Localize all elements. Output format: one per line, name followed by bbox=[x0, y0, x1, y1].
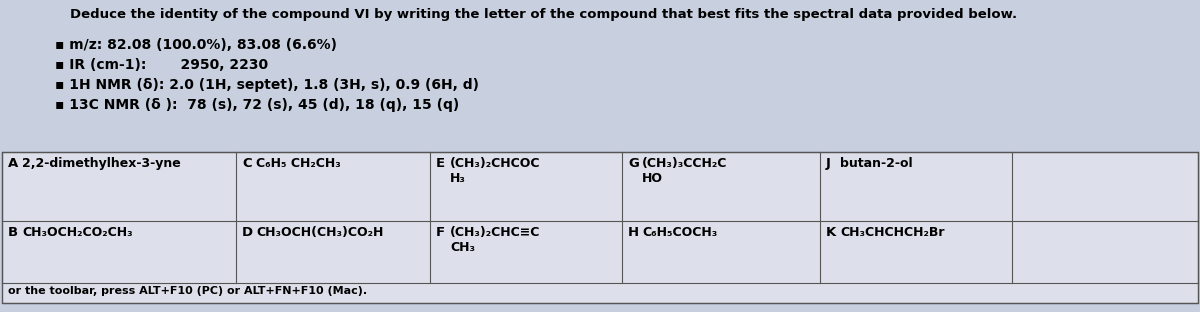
Text: CH₃OCH(CH₃)CO₂H: CH₃OCH(CH₃)CO₂H bbox=[256, 227, 383, 240]
Text: C₆H₅ CH₂CH₃: C₆H₅ CH₂CH₃ bbox=[256, 157, 341, 170]
Text: C₆H₅COCH₃: C₆H₅COCH₃ bbox=[642, 227, 718, 240]
Text: ▪ IR (cm-1):       2950, 2230: ▪ IR (cm-1): 2950, 2230 bbox=[55, 58, 268, 72]
Text: G: G bbox=[628, 157, 638, 170]
Text: C: C bbox=[242, 157, 252, 170]
Text: ▪ m/z: 82.08 (100.0%), 83.08 (6.6%): ▪ m/z: 82.08 (100.0%), 83.08 (6.6%) bbox=[55, 38, 337, 52]
Text: 2,2-dimethylhex-3-yne: 2,2-dimethylhex-3-yne bbox=[22, 157, 181, 170]
Text: ▪ 13C NMR (δ ):  78 (s), 72 (s), 45 (d), 18 (q), 15 (q): ▪ 13C NMR (δ ): 78 (s), 72 (s), 45 (d), … bbox=[55, 98, 460, 112]
Bar bbox=[2, 152, 1198, 303]
Text: A: A bbox=[8, 157, 18, 170]
Text: F: F bbox=[436, 227, 445, 240]
Text: K: K bbox=[826, 227, 836, 240]
Text: (CH₃)₃CCH₂C
HO: (CH₃)₃CCH₂C HO bbox=[642, 157, 727, 185]
Text: CH₃OCH₂CO₂CH₃: CH₃OCH₂CO₂CH₃ bbox=[22, 227, 133, 240]
Text: H: H bbox=[628, 227, 640, 240]
Text: J: J bbox=[826, 157, 830, 170]
Text: Deduce the identity of the compound VI by writing the letter of the compound tha: Deduce the identity of the compound VI b… bbox=[70, 8, 1018, 21]
Text: E: E bbox=[436, 157, 445, 170]
Text: butan-2-ol: butan-2-ol bbox=[840, 157, 913, 170]
Text: ▪ 1H NMR (δ): 2.0 (1H, septet), 1.8 (3H, s), 0.9 (6H, d): ▪ 1H NMR (δ): 2.0 (1H, septet), 1.8 (3H,… bbox=[55, 78, 479, 92]
Text: D: D bbox=[242, 227, 253, 240]
Text: (CH₃)₂CHCOC
H₃: (CH₃)₂CHCOC H₃ bbox=[450, 157, 540, 185]
Text: (CH₃)₂CHC≡C
CH₃: (CH₃)₂CHC≡C CH₃ bbox=[450, 227, 540, 255]
Text: B: B bbox=[8, 227, 18, 240]
Text: CH₃CHCHCH₂Br: CH₃CHCHCH₂Br bbox=[840, 227, 944, 240]
Text: or the toolbar, press ALT+F10 (PC) or ALT+FN+F10 (Mac).: or the toolbar, press ALT+F10 (PC) or AL… bbox=[8, 286, 367, 296]
